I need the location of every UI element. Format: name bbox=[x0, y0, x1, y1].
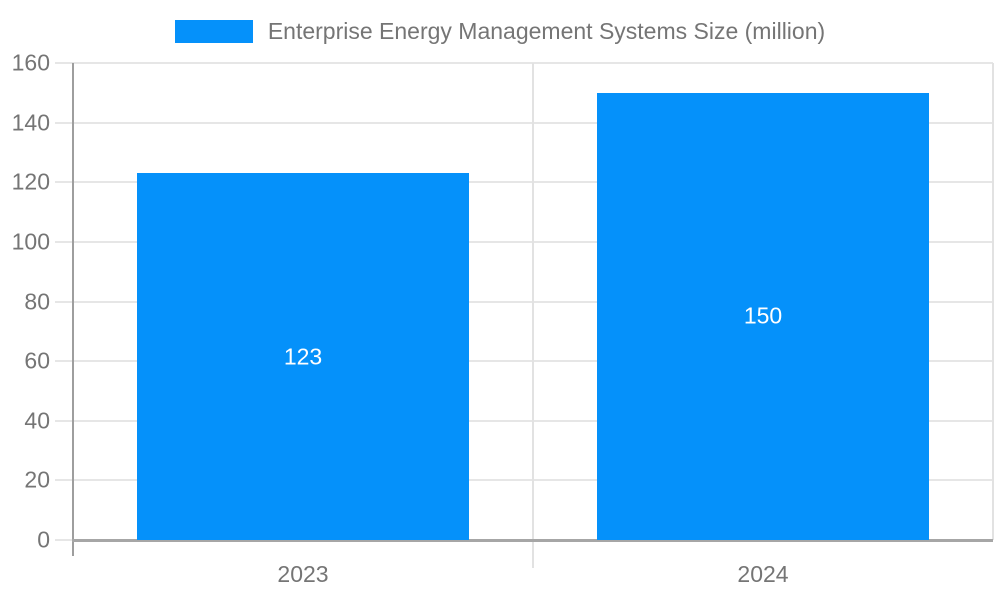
bar-value-label: 123 bbox=[283, 343, 323, 370]
y-axis-label: 100 bbox=[11, 228, 50, 255]
y-axis-tick bbox=[55, 360, 73, 363]
y-axis-tick bbox=[55, 62, 73, 64]
x-axis-label: 2024 bbox=[737, 561, 789, 587]
y-axis-label: 140 bbox=[11, 109, 50, 136]
y-axis-label: 20 bbox=[24, 466, 50, 493]
y-axis-label: 80 bbox=[24, 288, 50, 314]
y-axis-tick bbox=[55, 300, 73, 303]
bar-2023[interactable] bbox=[137, 173, 469, 540]
y-axis-tick bbox=[55, 121, 73, 124]
legend-swatch bbox=[174, 19, 253, 43]
y-axis-label: 60 bbox=[24, 347, 50, 374]
y-axis-label: 0 bbox=[37, 526, 50, 553]
y-axis-tick bbox=[55, 419, 73, 422]
y-axis-tick bbox=[55, 479, 73, 482]
category-divider-line bbox=[532, 63, 534, 568]
bar-2024[interactable] bbox=[597, 92, 929, 540]
legend[interactable]: Enterprise Energy Management Systems Siz… bbox=[0, 16, 1000, 46]
y-axis-label: 160 bbox=[11, 49, 50, 76]
plot-right-border bbox=[992, 63, 994, 540]
bar-value-label: 150 bbox=[743, 302, 783, 329]
y-axis-tick bbox=[55, 181, 73, 184]
y-axis-line bbox=[72, 63, 74, 556]
y-axis-tick bbox=[55, 240, 73, 243]
chart-title: Enterprise Energy Management Systems Siz… bbox=[267, 17, 826, 44]
y-axis-label: 120 bbox=[11, 168, 50, 195]
x-axis-line bbox=[72, 539, 993, 542]
y-axis-label: 40 bbox=[24, 407, 50, 434]
y-axis-tick bbox=[55, 539, 73, 541]
x-axis-label: 2023 bbox=[277, 561, 329, 587]
